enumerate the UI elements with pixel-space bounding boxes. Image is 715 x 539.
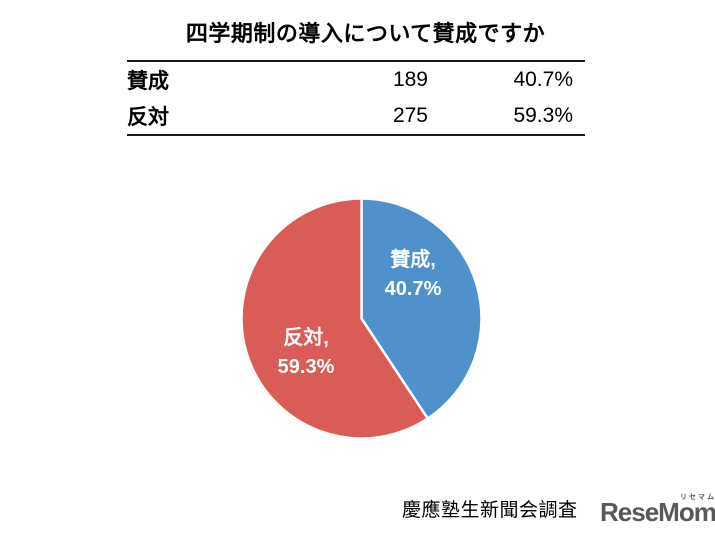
pie-data-label-hantai-name: 反対,: [283, 327, 329, 349]
pie-chart-svg: [240, 197, 483, 440]
table-row: 賛成 189 40.7%: [127, 62, 585, 98]
resemom-logo-text: ReseMom.: [600, 497, 715, 527]
row-count-sansei: 189: [392, 68, 428, 91]
row-label-sansei: 賛成: [127, 70, 169, 93]
pie-slice-hantai: [240, 197, 429, 440]
resemom-logo: リセマム ReseMom.: [600, 494, 715, 527]
pie-data-label-sansei: 賛成, 40.7%: [338, 246, 488, 304]
pie-data-label-hantai-percent: 59.3%: [277, 356, 335, 378]
chart-title: 四学期制の導入について賛成ですか: [185, 21, 546, 46]
pie-data-label-sansei-name: 賛成,: [390, 249, 436, 271]
source-caption: 慶應塾生新聞会調査: [402, 500, 578, 521]
pie-data-label-hantai: 反対, 59.3%: [231, 324, 381, 382]
results-table: 賛成 189 40.7% 反対 275 59.3%: [127, 60, 585, 136]
row-percent-sansei: 40.7%: [513, 68, 573, 91]
pie-chart: [240, 197, 483, 440]
table-row: 反対 275 59.3%: [127, 98, 585, 134]
row-label-hantai: 反対: [127, 106, 169, 129]
pie-data-label-sansei-percent: 40.7%: [384, 278, 442, 300]
row-percent-hantai: 59.3%: [513, 104, 573, 127]
resemom-logo-ruby: リセマム: [680, 494, 715, 501]
row-count-hantai: 275: [392, 104, 428, 127]
